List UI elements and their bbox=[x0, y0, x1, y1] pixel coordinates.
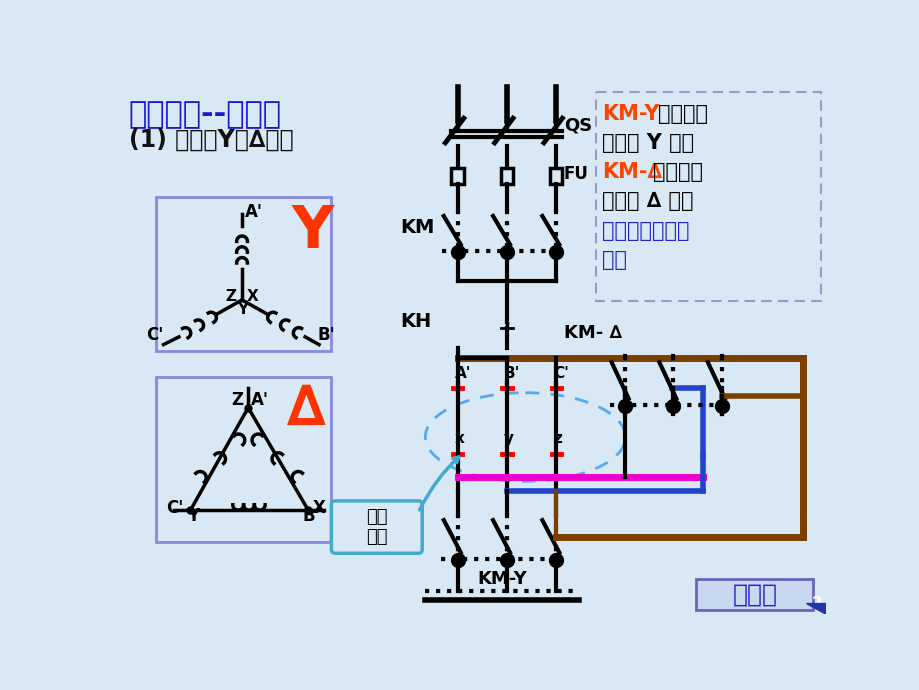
Text: C': C' bbox=[552, 366, 568, 381]
Text: ∆: ∆ bbox=[287, 383, 325, 437]
Bar bbox=[550, 168, 562, 184]
Polygon shape bbox=[806, 602, 825, 614]
Text: 合！: 合！ bbox=[602, 250, 627, 270]
Text: C': C' bbox=[165, 500, 183, 518]
Text: (1) 电机的Y－∆起动: (1) 电机的Y－∆起动 bbox=[129, 128, 293, 152]
Text: A': A' bbox=[454, 366, 471, 381]
Text: KM-∆: KM-∆ bbox=[602, 162, 662, 182]
Bar bbox=[596, 92, 820, 302]
Bar bbox=[155, 377, 331, 542]
Text: y: y bbox=[504, 431, 514, 446]
Text: z: z bbox=[552, 431, 562, 446]
Text: X: X bbox=[312, 500, 325, 518]
Bar bbox=[451, 168, 463, 184]
Text: KM- ∆: KM- ∆ bbox=[563, 324, 621, 342]
Text: FU: FU bbox=[563, 165, 588, 183]
Bar bbox=[500, 168, 513, 184]
Text: A': A' bbox=[251, 391, 269, 408]
Text: 闭合，电: 闭合，电 bbox=[657, 104, 707, 124]
Text: X: X bbox=[246, 290, 258, 304]
Text: 机接成 ∆ 形。: 机接成 ∆ 形。 bbox=[602, 191, 693, 211]
Text: 2: 2 bbox=[811, 596, 822, 611]
Text: KM-Y: KM-Y bbox=[602, 104, 659, 124]
Text: Z: Z bbox=[225, 290, 236, 304]
Text: Y: Y bbox=[237, 302, 248, 317]
Text: Y: Y bbox=[291, 203, 334, 260]
Text: KM: KM bbox=[401, 218, 435, 237]
Text: 机接成 Y 形；: 机接成 Y 形； bbox=[602, 133, 694, 153]
Text: 闭合，电: 闭合，电 bbox=[652, 162, 702, 182]
FancyBboxPatch shape bbox=[331, 501, 422, 553]
Text: B': B' bbox=[317, 326, 335, 344]
Bar bbox=[696, 580, 812, 610]
Text: KH: KH bbox=[401, 312, 431, 331]
Text: C': C' bbox=[146, 326, 164, 344]
Text: B': B' bbox=[301, 507, 320, 525]
Text: 电机
绕组: 电机 绕组 bbox=[366, 508, 387, 546]
Text: x: x bbox=[454, 431, 464, 446]
Text: 主电路: 主电路 bbox=[732, 583, 777, 607]
Text: Y: Y bbox=[187, 507, 199, 525]
Text: 定时控制--举例：: 定时控制--举例： bbox=[129, 100, 281, 129]
Text: A': A' bbox=[244, 203, 263, 221]
Text: QS: QS bbox=[563, 116, 592, 134]
Bar bbox=[155, 197, 331, 351]
Text: 但不允许同时闭: 但不允许同时闭 bbox=[602, 221, 689, 241]
Text: B': B' bbox=[504, 366, 519, 381]
Text: Z: Z bbox=[231, 391, 244, 408]
Text: KM-Y: KM-Y bbox=[477, 571, 527, 589]
